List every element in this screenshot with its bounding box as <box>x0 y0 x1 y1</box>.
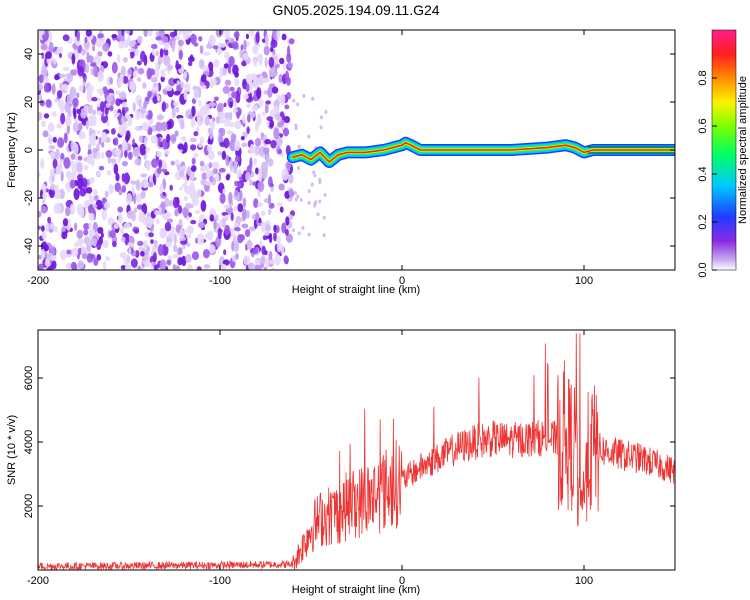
colorbar-gradient <box>711 29 737 271</box>
bottom-y-tick-label: 6000 <box>23 366 35 390</box>
colorbar-tick-label: 0.2 <box>697 214 709 229</box>
snr-line <box>38 333 675 570</box>
top-x-tick-label: -200 <box>27 275 49 287</box>
top-x-tick-label: -100 <box>209 275 231 287</box>
top-y-tick-label: -40 <box>23 238 35 254</box>
top-x-tick-label: 0 <box>399 275 405 287</box>
colorbar-tick-label: 0.6 <box>697 118 709 133</box>
top-y-tick-label: -20 <box>23 190 35 206</box>
bottom-x-tick-label: 100 <box>575 575 593 587</box>
colorbar-label: Normalized spectral amplitude <box>737 76 749 224</box>
top-y-tick-label: 20 <box>23 96 35 108</box>
top-y-axis-label: Frequency (Hz) <box>6 112 18 188</box>
top-x-axis-label: Height of straight line (km) <box>292 284 420 296</box>
bottom-x-tick-label: 0 <box>399 575 405 587</box>
colorbar: 0.0 0.2 0.4 0.6 0.8 Normalized spectral ampl… <box>697 29 749 278</box>
bottom-y-axis-label: SNR (10 * v/v) <box>6 415 18 485</box>
spectrogram-noise-field <box>38 30 328 270</box>
bottom-x-tick-label: -200 <box>27 575 49 587</box>
bottom-x-axis-label: Height of straight line (km) <box>292 584 420 596</box>
colorbar-tick-label: 0.4 <box>697 166 709 181</box>
top-x-tick-label: 100 <box>575 275 593 287</box>
signal-trace-layer <box>291 142 675 163</box>
bottom-x-tick-label: -100 <box>209 575 231 587</box>
bottom-plot-frame <box>37 329 676 571</box>
colorbar-tick-label: 0.0 <box>697 262 709 277</box>
bottom-y-tick-label: 2000 <box>23 494 35 518</box>
spectrogram-signal-trace <box>286 136 675 168</box>
top-y-tick-label: 0 <box>23 147 35 153</box>
colorbar-tick-label: 0.8 <box>697 70 709 85</box>
chart-title: GN05.2025.194.09.11.G24 <box>272 2 439 18</box>
top-y-tick-label: 40 <box>23 48 35 60</box>
snr-panel: -200 -100 0 100 2000 4000 6000 Height of stra… <box>6 329 676 596</box>
bottom-y-tick-label: 4000 <box>23 430 35 454</box>
